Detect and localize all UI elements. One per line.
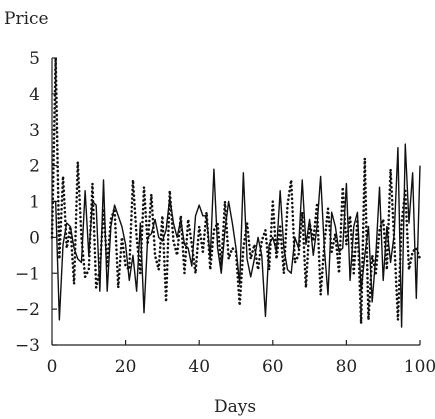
y-axis-label: Price	[4, 9, 49, 29]
x-tick-label: 40	[188, 357, 210, 377]
x-tick-label: 80	[336, 357, 358, 377]
y-tick-label: 3	[29, 121, 40, 141]
x-tick-label: 100	[404, 357, 435, 377]
y-tick-label: 0	[29, 228, 40, 248]
x-tick-label: 0	[47, 357, 58, 377]
series-layer	[50, 56, 422, 328]
y-tick-label: −2	[15, 300, 40, 320]
series-line-dotted	[50, 56, 422, 325]
y-tick-label: −1	[15, 264, 40, 284]
x-tick-label: 20	[115, 357, 137, 377]
y-tick-label: 1	[29, 193, 40, 213]
x-axis-label: Days	[214, 397, 256, 417]
y-tick-label: 2	[29, 157, 40, 177]
y-tick-label: −3	[15, 336, 40, 356]
y-tick-label: 5	[29, 49, 40, 69]
y-tick-label: 4	[29, 85, 40, 105]
x-tick-label: 60	[262, 357, 284, 377]
axes: −3 −2 −1 0 1 2 3 4 5 0 20 40 60 80 100	[15, 49, 435, 377]
